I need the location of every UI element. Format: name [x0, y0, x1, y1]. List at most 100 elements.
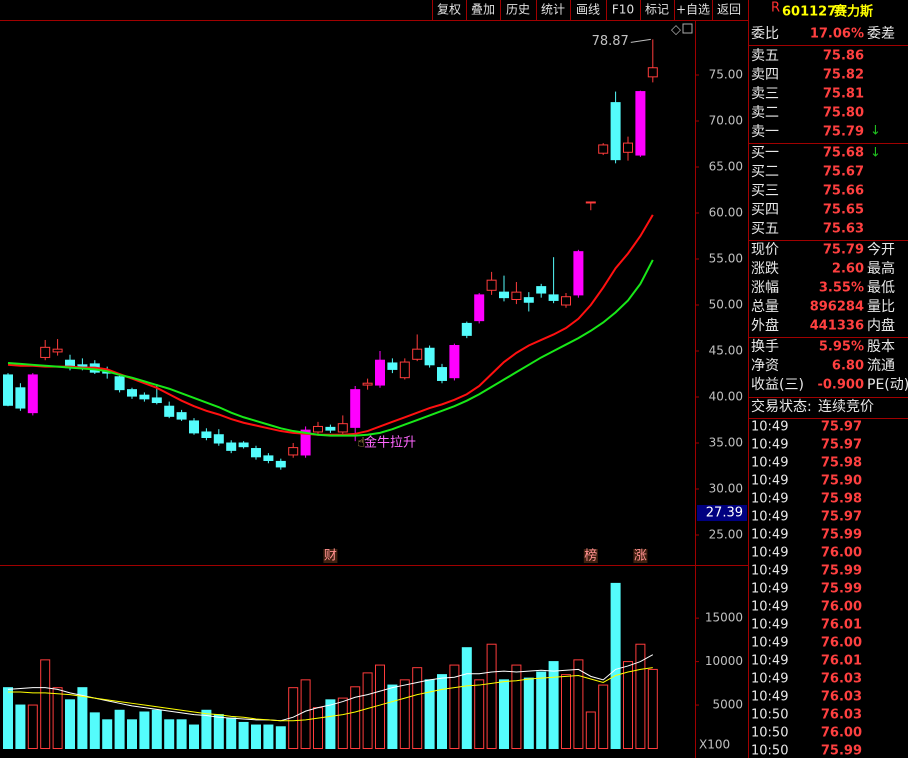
- volume-bar: [313, 707, 323, 750]
- trade-price: 75.99: [821, 744, 862, 758]
- trade-price: 75.97: [821, 510, 862, 525]
- toolbar-button[interactable]: +自选: [676, 3, 710, 17]
- toolbar-button[interactable]: 统计: [541, 3, 565, 17]
- quote-value: -0.900: [817, 378, 864, 393]
- volume-bar: [461, 647, 472, 750]
- candle-body: [114, 376, 125, 391]
- volume-bar: [251, 724, 261, 749]
- hand-icon: ☝: [357, 436, 365, 451]
- candle-body: [536, 286, 547, 294]
- trade-price: 75.99: [821, 582, 862, 597]
- trade-price: 76.03: [821, 672, 862, 687]
- y-tick-label: 65.00: [709, 160, 743, 174]
- trade-time: 10:49: [751, 510, 788, 525]
- volume-bar: [387, 684, 398, 749]
- quote-value: 75.68: [823, 146, 864, 161]
- candle-body: [52, 348, 63, 353]
- candle-body: [424, 347, 435, 366]
- candle-body: [387, 362, 398, 370]
- volume-bar: [449, 664, 460, 749]
- candle-body: [201, 431, 212, 438]
- toolbar-button[interactable]: 标记: [645, 3, 669, 17]
- high-mark-arrow: [630, 38, 651, 43]
- candle-body: [573, 251, 584, 296]
- candle-body: [226, 442, 237, 451]
- volume-bar: [362, 672, 373, 750]
- trade-time: 10:49: [751, 690, 788, 705]
- stock-name: 赛力斯: [833, 4, 873, 20]
- candle-body: [399, 361, 410, 379]
- quote-label: 现价: [751, 242, 779, 258]
- volume-bar: [127, 719, 137, 749]
- quote-label: 最高: [867, 260, 895, 277]
- quote-label: 收益(三): [751, 377, 804, 393]
- candle-body: [647, 67, 658, 78]
- candle-body: [623, 142, 633, 153]
- candle-body: [437, 367, 447, 381]
- toolbar-button[interactable]: 返回: [717, 3, 741, 17]
- volume-bar: [263, 724, 274, 749]
- trade-price: 76.00: [821, 600, 862, 615]
- candle-body: [213, 434, 224, 444]
- quote-value: 75.80: [823, 106, 864, 121]
- volume-bar: [300, 679, 311, 749]
- volume-bar: [164, 719, 175, 749]
- quote-value: 75.86: [823, 49, 864, 64]
- candle-body: [474, 294, 485, 322]
- stock-code: 601127: [782, 5, 836, 20]
- candle-body: [325, 426, 336, 431]
- quote-value: 75.65: [823, 203, 864, 218]
- arrow-down: ↓: [870, 146, 881, 161]
- candle-body: [499, 291, 509, 299]
- quote-value: 75.67: [823, 165, 864, 180]
- volume-bar: [486, 643, 497, 750]
- quote-label: 买五: [751, 221, 779, 237]
- quote-label: 卖二: [751, 105, 779, 121]
- quote-label: 买四: [751, 202, 779, 218]
- candle-body: [151, 397, 162, 404]
- quote-label: 股本: [867, 339, 895, 355]
- toolbar-button[interactable]: 历史: [506, 3, 530, 17]
- volume-bar: [65, 699, 75, 749]
- volume-bar: [40, 659, 51, 749]
- event-marker: 榜: [584, 548, 597, 564]
- arrow-down: ↓: [870, 124, 881, 139]
- volume-bar: [573, 659, 584, 749]
- status-label: 交易状态:: [751, 398, 812, 415]
- volume-bar: [238, 721, 249, 750]
- price-marker-label: 27.39: [706, 506, 743, 521]
- candle-body: [461, 322, 472, 336]
- volume-bar: [89, 712, 100, 749]
- quote-label: 量比: [867, 299, 895, 315]
- candle-body: [164, 405, 175, 417]
- volume-bar: [585, 711, 596, 749]
- y-tick-label: 5000: [712, 698, 743, 712]
- toolbar-button[interactable]: 叠加: [471, 3, 495, 17]
- y-tick-label: 45.00: [709, 344, 743, 358]
- quote-label: 卖四: [751, 67, 779, 83]
- annotation: 金牛拉升: [364, 435, 416, 451]
- volume-bar: [176, 719, 187, 749]
- volume-unit: X100: [699, 738, 730, 752]
- candle-body: [176, 412, 187, 420]
- window-icon[interactable]: [682, 23, 693, 34]
- candle-body: [375, 359, 385, 386]
- trade-time: 10:49: [751, 654, 788, 669]
- quote-value: 441336: [810, 319, 864, 334]
- candle-body: [127, 389, 137, 397]
- toolbar-button[interactable]: 画线: [576, 3, 600, 17]
- toolbar-button[interactable]: 复权: [437, 3, 461, 17]
- y-tick-label: 75.00: [709, 68, 743, 82]
- toolbar-button[interactable]: F10: [612, 3, 634, 17]
- candle-body: [313, 425, 323, 433]
- candle-body: [189, 420, 199, 434]
- quote-label: 买一: [751, 145, 779, 161]
- diamond-icon[interactable]: ◇: [671, 23, 681, 38]
- ma-line: [7, 259, 654, 437]
- candle-body: [238, 442, 249, 448]
- trade-time: 10:49: [751, 528, 788, 543]
- quote-value: 896284: [810, 300, 864, 315]
- quote-label: 买二: [751, 164, 779, 180]
- candle-body: [523, 297, 534, 303]
- trade-price: 76.00: [821, 546, 862, 561]
